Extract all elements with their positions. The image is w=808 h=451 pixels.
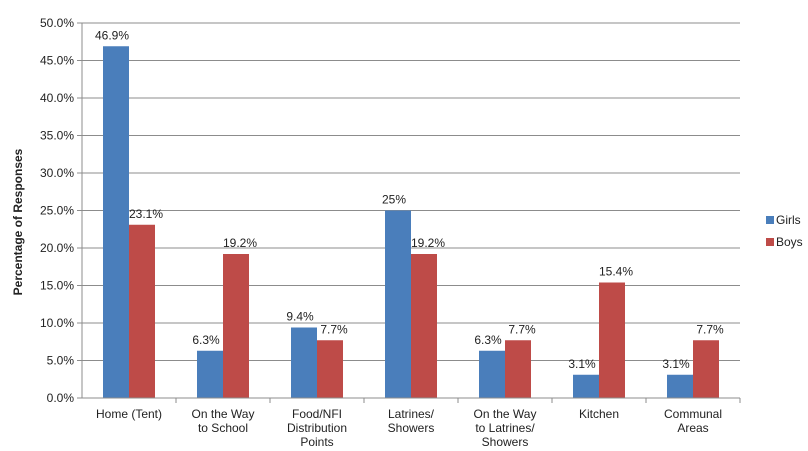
data-label-girls: 46.9%: [95, 28, 129, 42]
y-tick-label: 30.0%: [40, 166, 74, 180]
y-tick-label: 20.0%: [40, 241, 74, 255]
data-label-boys: 7.7%: [696, 322, 724, 336]
legend-swatch-girls: [766, 216, 774, 224]
data-label-boys: 7.7%: [508, 322, 536, 336]
y-tick-label: 40.0%: [40, 91, 74, 105]
data-label-boys: 19.2%: [223, 236, 257, 250]
y-tick-label: 45.0%: [40, 54, 74, 68]
bar-boys: [129, 224, 155, 398]
y-tick-label: 5.0%: [47, 354, 75, 368]
x-category-label: Kitchen: [579, 407, 619, 421]
data-label-girls: 9.4%: [286, 310, 314, 324]
x-category-label: On the Way to School: [192, 407, 255, 435]
y-tick-label: 35.0%: [40, 129, 74, 143]
data-label-girls: 25%: [382, 193, 406, 207]
y-tick-label: 15.0%: [40, 279, 74, 293]
x-category-label: Home (Tent): [96, 407, 162, 421]
legend-label-girls: Girls: [776, 213, 801, 227]
y-tick-label: 0.0%: [47, 391, 75, 405]
data-label-girls: 3.1%: [662, 357, 690, 371]
legend: Girls Boys: [766, 213, 803, 249]
x-category-label: Food/NFI Distribution Points: [287, 407, 347, 449]
bar-girls: [573, 374, 599, 398]
x-axis-categories: Home (Tent) On the Way to School Food/NFI Di…: [96, 407, 722, 449]
legend-swatch-boys: [766, 238, 774, 246]
y-tick-label: 50.0%: [40, 16, 74, 30]
x-category-label: Latrines/Showers: [388, 407, 435, 435]
y-axis-label: Percentage of Responses: [11, 148, 25, 295]
data-label-girls: 3.1%: [568, 357, 596, 371]
x-category-label: On the Way to Latrines/Showers: [474, 407, 537, 449]
axes: [81, 23, 741, 403]
bar-girls: [197, 350, 223, 398]
bar-boys: [505, 340, 531, 398]
data-label-girls: 6.3%: [192, 333, 220, 347]
bar-boys: [317, 340, 343, 398]
y-axis-ticks: 0.0% 5.0% 10.0% 15.0% 20.0% 25.0% 30.0% 35.0% 40…: [40, 16, 82, 405]
y-tick-label: 10.0%: [40, 316, 74, 330]
legend-label-boys: Boys: [776, 235, 803, 249]
bar-girls: [667, 374, 693, 398]
data-label-girls: 6.3%: [474, 333, 502, 347]
bar-girls: [103, 46, 129, 398]
data-label-boys: 15.4%: [599, 265, 633, 279]
data-labels: 46.9% 23.1% 6.3% 19.2% 9.4% 7.7% 25% 19.2% 6.3% 7…: [95, 28, 724, 371]
bar-girls: [385, 210, 411, 398]
bars: [103, 46, 719, 398]
bar-girls: [291, 327, 317, 398]
data-label-boys: 23.1%: [129, 207, 163, 221]
bar-boys: [599, 282, 625, 398]
data-label-boys: 7.7%: [320, 322, 348, 336]
bar-girls: [479, 350, 505, 398]
data-label-boys: 19.2%: [411, 236, 445, 250]
bar-boys: [411, 254, 437, 398]
x-category-label: Communal Areas: [664, 407, 722, 435]
bar-boys: [693, 340, 719, 398]
y-tick-label: 25.0%: [40, 204, 74, 218]
bar-boys: [223, 254, 249, 398]
